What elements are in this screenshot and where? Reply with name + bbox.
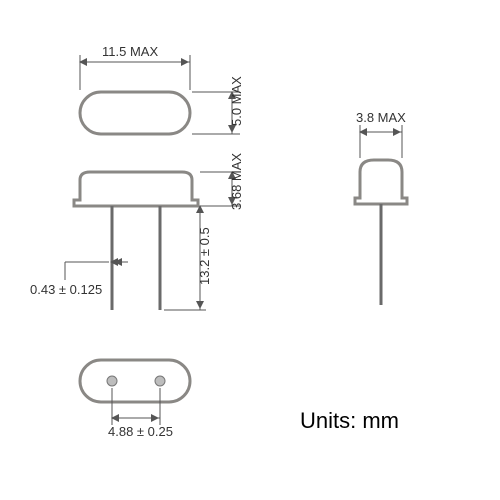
top-view: 11.5 MAX 5.0 MAX	[80, 44, 244, 134]
side-view: 3.8 MAX	[355, 110, 407, 305]
dim-height-top: 5.0 MAX	[229, 76, 244, 126]
front-view: 3.68 MAX 13.2 ± 0.5 0.43 ± 0.125	[30, 153, 244, 310]
dim-lead-dia: 0.43 ± 0.125	[30, 282, 102, 297]
dim-lead-length: 13.2 ± 0.5	[197, 227, 212, 285]
units-label: Units: mm	[300, 408, 399, 434]
dim-height-can: 3.68 MAX	[229, 153, 244, 210]
dim-width-max: 11.5 MAX	[102, 44, 158, 59]
dim-lead-spacing: 4.88 ± 0.25	[108, 424, 173, 439]
bottom-view: 4.88 ± 0.25	[80, 360, 190, 439]
dim-side-width: 3.8 MAX	[356, 110, 406, 125]
